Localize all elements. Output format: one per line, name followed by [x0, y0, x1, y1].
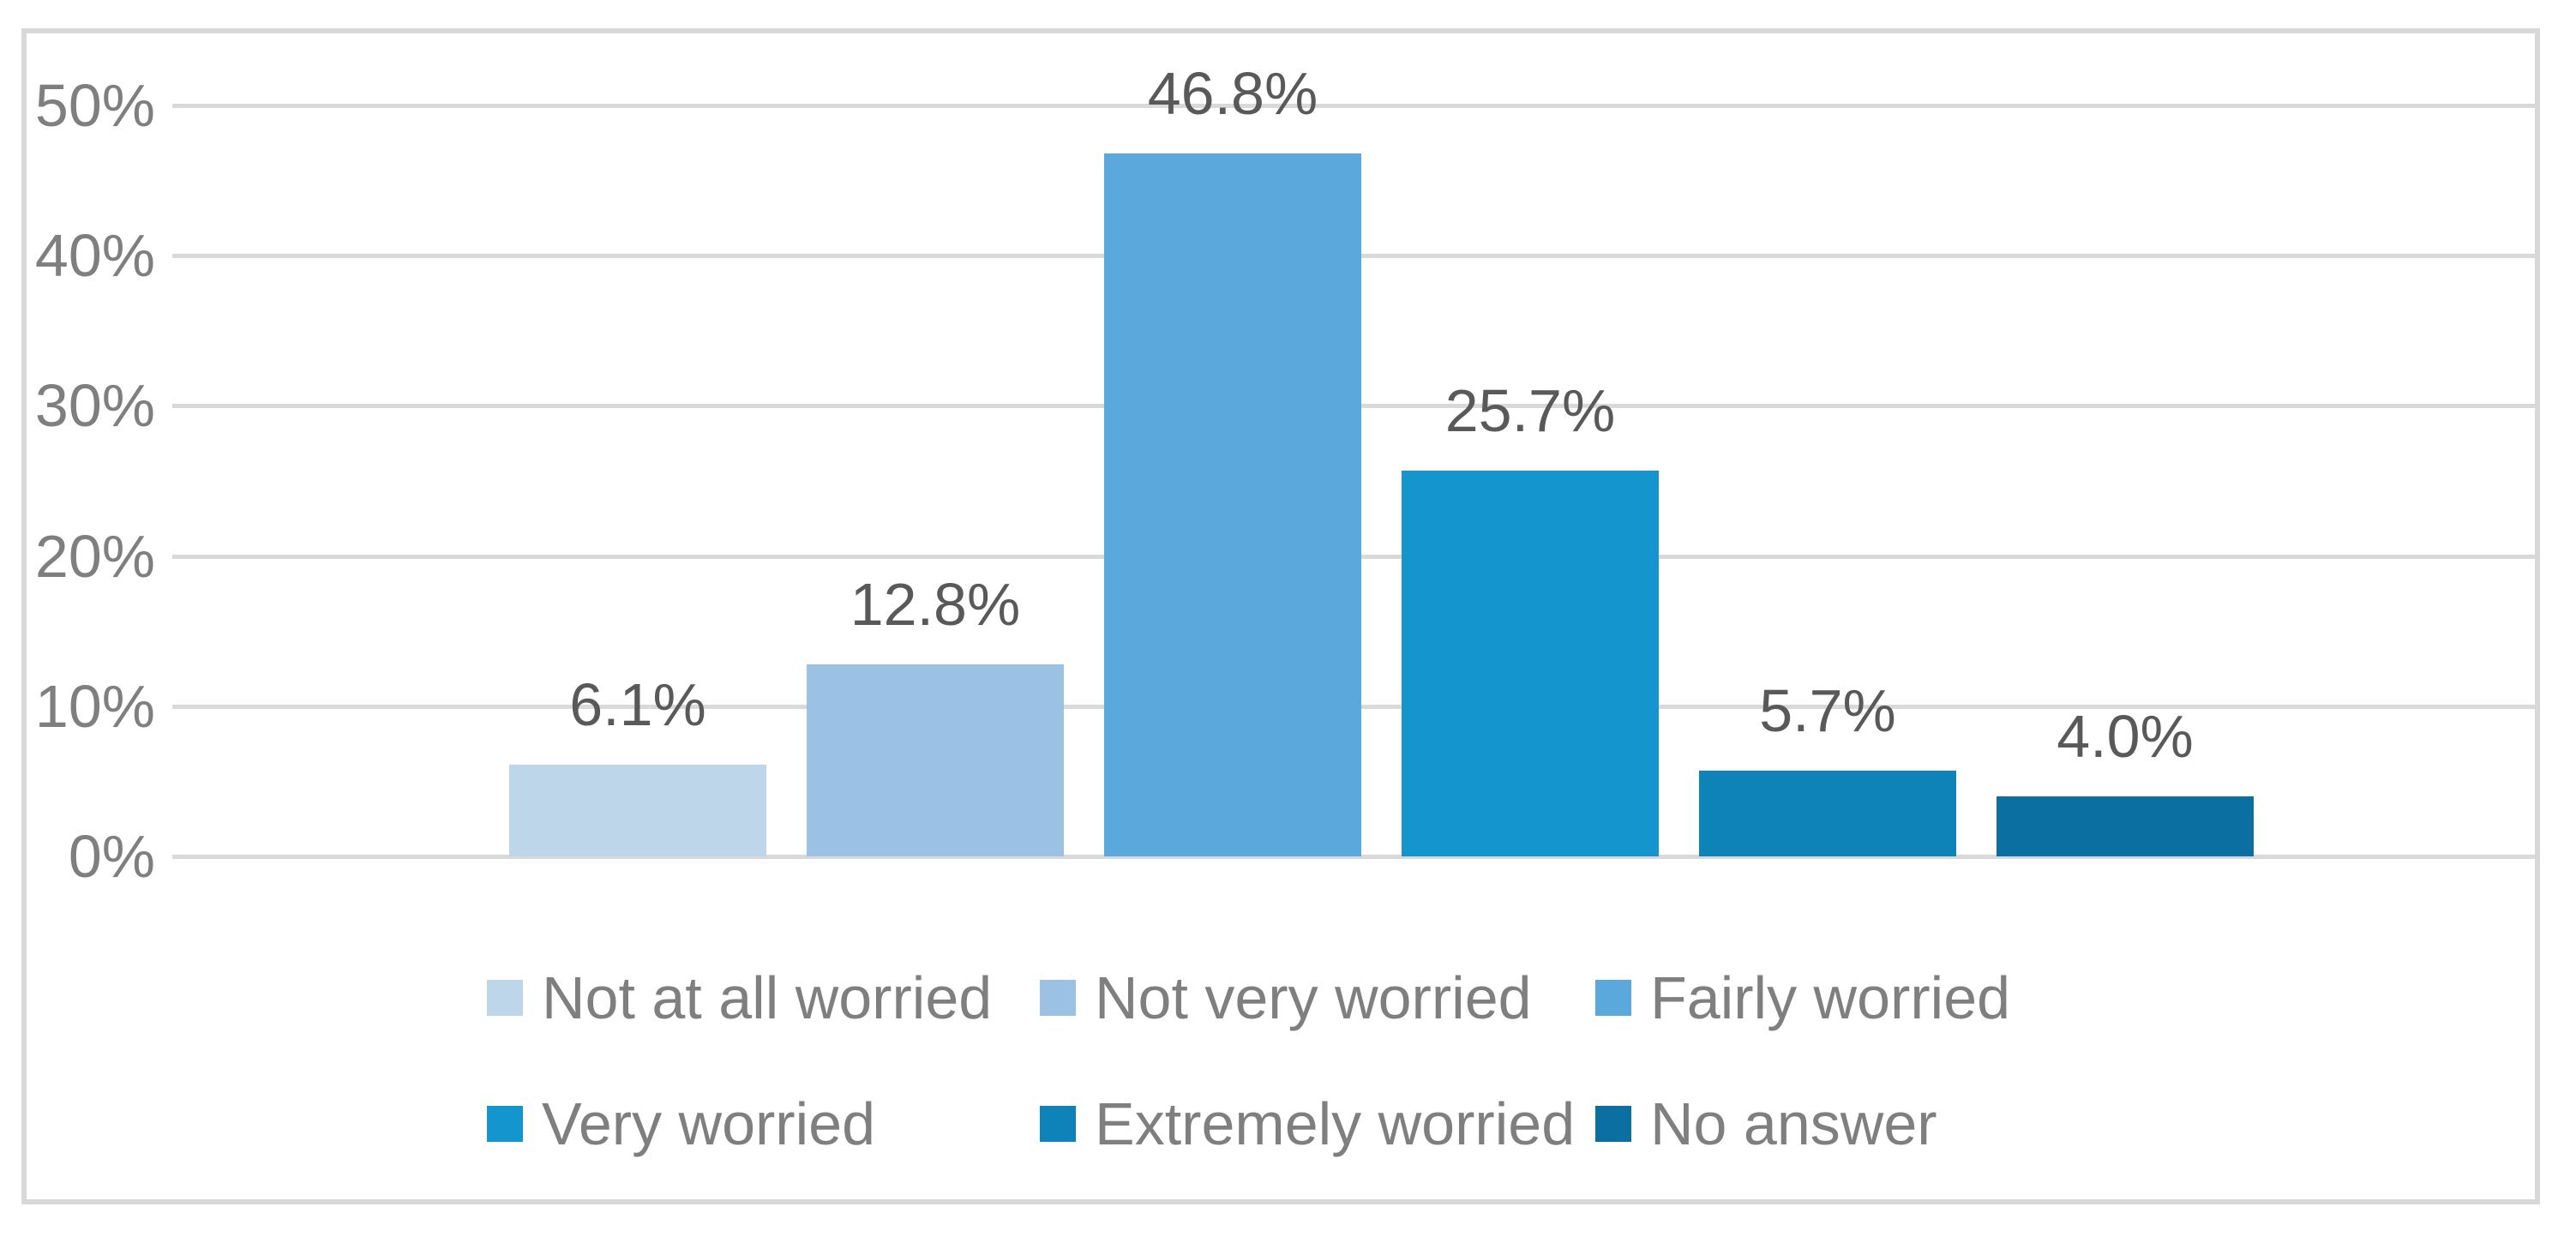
legend-item: Very worried	[487, 1081, 875, 1167]
legend-label: Not very worried	[1095, 964, 1532, 1031]
legend-item: Not very worried	[1040, 955, 1532, 1041]
bar-very-worried	[1402, 471, 1659, 856]
data-label: 25.7%	[1444, 377, 1616, 444]
y-tick-label: 50%	[34, 72, 155, 139]
data-label: 12.8%	[850, 571, 1021, 638]
legend-swatch-icon	[487, 980, 523, 1016]
legend-swatch-icon	[1040, 1106, 1076, 1142]
chart-frame: 50% 40% 30% 20% 10% 0% 6.1% 12.8% 46.8% …	[21, 28, 2540, 1204]
legend-label: Very worried	[542, 1090, 876, 1157]
legend-swatch-icon	[1595, 980, 1631, 1016]
y-tick-label: 20%	[34, 522, 155, 590]
bar-no-answer	[1997, 796, 2254, 856]
gridline-0	[172, 855, 2535, 859]
y-tick-label: 0%	[68, 823, 155, 890]
legend-item: Extremely worried	[1040, 1081, 1575, 1167]
data-label: 6.1%	[569, 671, 706, 738]
legend-item: Fairly worried	[1595, 955, 2010, 1041]
legend-label: No answer	[1650, 1090, 1937, 1157]
bar-not-at-all-worried	[509, 765, 766, 856]
data-label: 4.0%	[2057, 703, 2194, 770]
data-label: 46.8%	[1147, 60, 1318, 127]
data-label: 5.7%	[1759, 677, 1896, 744]
legend-swatch-icon	[1040, 980, 1076, 1016]
legend-label: Not at all worried	[542, 964, 993, 1031]
y-tick-label: 40%	[34, 222, 155, 290]
gridline-50	[172, 104, 2535, 108]
legend-item: Not at all worried	[487, 955, 992, 1041]
y-tick-label: 30%	[34, 372, 155, 440]
legend-label: Extremely worried	[1095, 1090, 1576, 1157]
legend-label: Fairly worried	[1650, 964, 2011, 1031]
y-tick-label: 10%	[34, 672, 155, 740]
legend-swatch-icon	[1595, 1106, 1631, 1142]
bar-fairly-worried	[1104, 153, 1361, 856]
bar-extremely-worried	[1699, 771, 1956, 856]
legend-swatch-icon	[487, 1106, 523, 1142]
legend-item: No answer	[1595, 1081, 1937, 1167]
bar-not-very-worried	[807, 664, 1064, 856]
